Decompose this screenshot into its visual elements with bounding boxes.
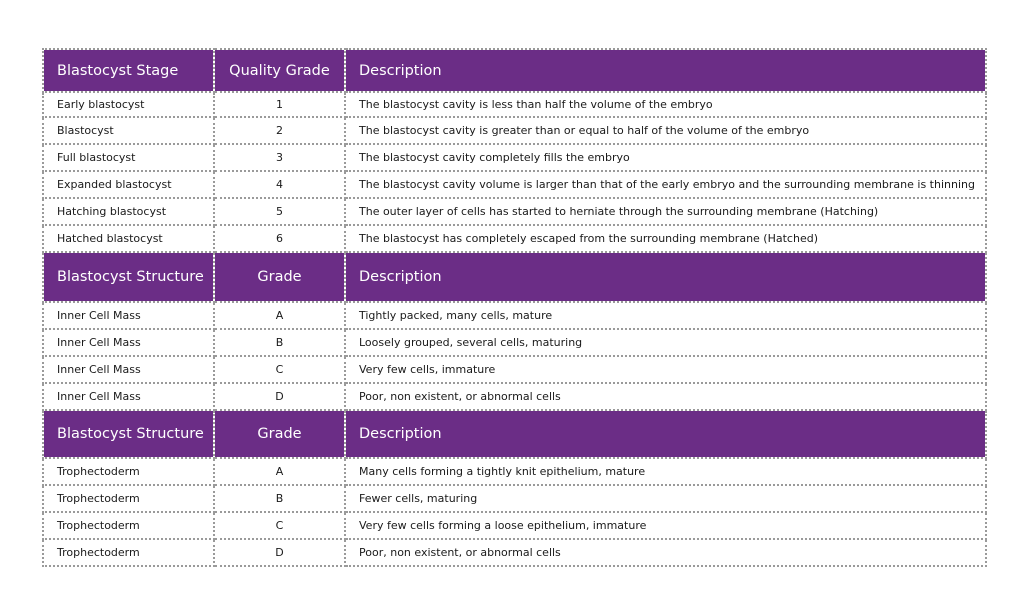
description-cell: Loosely grouped, several cells, maturing: [344, 328, 987, 357]
grade-cell: B: [213, 484, 346, 513]
grade-cell: 4: [213, 170, 346, 199]
grade-cell: B: [213, 328, 346, 357]
description-cell: The blastocyst cavity is greater than or…: [344, 116, 987, 145]
stage-cell: Hatched blastocyst: [42, 224, 215, 253]
grade-cell: C: [213, 355, 346, 384]
grade-cell: A: [213, 301, 346, 330]
description-cell: Very few cells forming a loose epitheliu…: [344, 511, 987, 540]
quality-grade-column-header: Quality Grade: [213, 48, 346, 93]
table-row: Trophectoderm C Very few cells forming a…: [42, 511, 987, 540]
grade-cell: C: [213, 511, 346, 540]
structure-cell: Trophectoderm: [42, 457, 215, 486]
structure-column-header: Blastocyst Structure: [42, 409, 215, 459]
description-cell: The blastocyst cavity volume is larger t…: [344, 170, 987, 199]
description-cell: The blastocyst cavity completely fills t…: [344, 143, 987, 172]
description-cell: The blastocyst cavity is less than half …: [344, 91, 987, 118]
description-cell: Fewer cells, maturing: [344, 484, 987, 513]
table-row: Hatched blastocyst 6 The blastocyst has …: [42, 224, 987, 253]
description-column-header: Description: [344, 409, 987, 459]
structure-cell: Inner Cell Mass: [42, 301, 215, 330]
table-row: Blastocyst 2 The blastocyst cavity is gr…: [42, 116, 987, 145]
stage-header-row: Blastocyst Stage Quality Grade Descripti…: [42, 48, 987, 93]
structure-cell: Trophectoderm: [42, 538, 215, 567]
stage-cell: Hatching blastocyst: [42, 197, 215, 226]
grade-column-header: Grade: [213, 409, 346, 459]
structure-column-header: Blastocyst Structure: [42, 251, 215, 303]
grade-cell: D: [213, 382, 346, 411]
table-row: Trophectoderm B Fewer cells, maturing: [42, 484, 987, 513]
grade-cell: 2: [213, 116, 346, 145]
grade-cell: 3: [213, 143, 346, 172]
description-cell: The outer layer of cells has started to …: [344, 197, 987, 226]
table-row: Inner Cell Mass B Loosely grouped, sever…: [42, 328, 987, 357]
grade-cell: D: [213, 538, 346, 567]
stage-cell: Blastocyst: [42, 116, 215, 145]
icm-header-row: Blastocyst Structure Grade Description: [42, 251, 987, 303]
table-row: Expanded blastocyst 4 The blastocyst cav…: [42, 170, 987, 199]
table-row: Trophectoderm A Many cells forming a tig…: [42, 457, 987, 486]
grade-cell: 6: [213, 224, 346, 253]
description-cell: The blastocyst has completely escaped fr…: [344, 224, 987, 253]
table-row: Inner Cell Mass D Poor, non existent, or…: [42, 382, 987, 411]
blastocyst-grading-table: Blastocyst Stage Quality Grade Descripti…: [42, 48, 987, 567]
stage-column-header: Blastocyst Stage: [42, 48, 215, 93]
description-cell: Very few cells, immature: [344, 355, 987, 384]
description-cell: Tightly packed, many cells, mature: [344, 301, 987, 330]
description-column-header: Description: [344, 48, 987, 93]
structure-cell: Trophectoderm: [42, 511, 215, 540]
grade-cell: A: [213, 457, 346, 486]
stage-cell: Expanded blastocyst: [42, 170, 215, 199]
grade-column-header: Grade: [213, 251, 346, 303]
table-row: Hatching blastocyst 5 The outer layer of…: [42, 197, 987, 226]
structure-cell: Inner Cell Mass: [42, 328, 215, 357]
table-row: Trophectoderm D Poor, non existent, or a…: [42, 538, 987, 567]
structure-cell: Inner Cell Mass: [42, 382, 215, 411]
description-cell: Poor, non existent, or abnormal cells: [344, 382, 987, 411]
grade-cell: 1: [213, 91, 346, 118]
description-cell: Poor, non existent, or abnormal cells: [344, 538, 987, 567]
description-cell: Many cells forming a tightly knit epithe…: [344, 457, 987, 486]
description-column-header: Description: [344, 251, 987, 303]
structure-cell: Trophectoderm: [42, 484, 215, 513]
stage-cell: Early blastocyst: [42, 91, 215, 118]
grade-cell: 5: [213, 197, 346, 226]
table-row: Full blastocyst 3 The blastocyst cavity …: [42, 143, 987, 172]
table-row: Early blastocyst 1 The blastocyst cavity…: [42, 91, 987, 118]
stage-cell: Full blastocyst: [42, 143, 215, 172]
table-row: Inner Cell Mass A Tightly packed, many c…: [42, 301, 987, 330]
table-row: Inner Cell Mass C Very few cells, immatu…: [42, 355, 987, 384]
structure-cell: Inner Cell Mass: [42, 355, 215, 384]
te-header-row: Blastocyst Structure Grade Description: [42, 409, 987, 459]
